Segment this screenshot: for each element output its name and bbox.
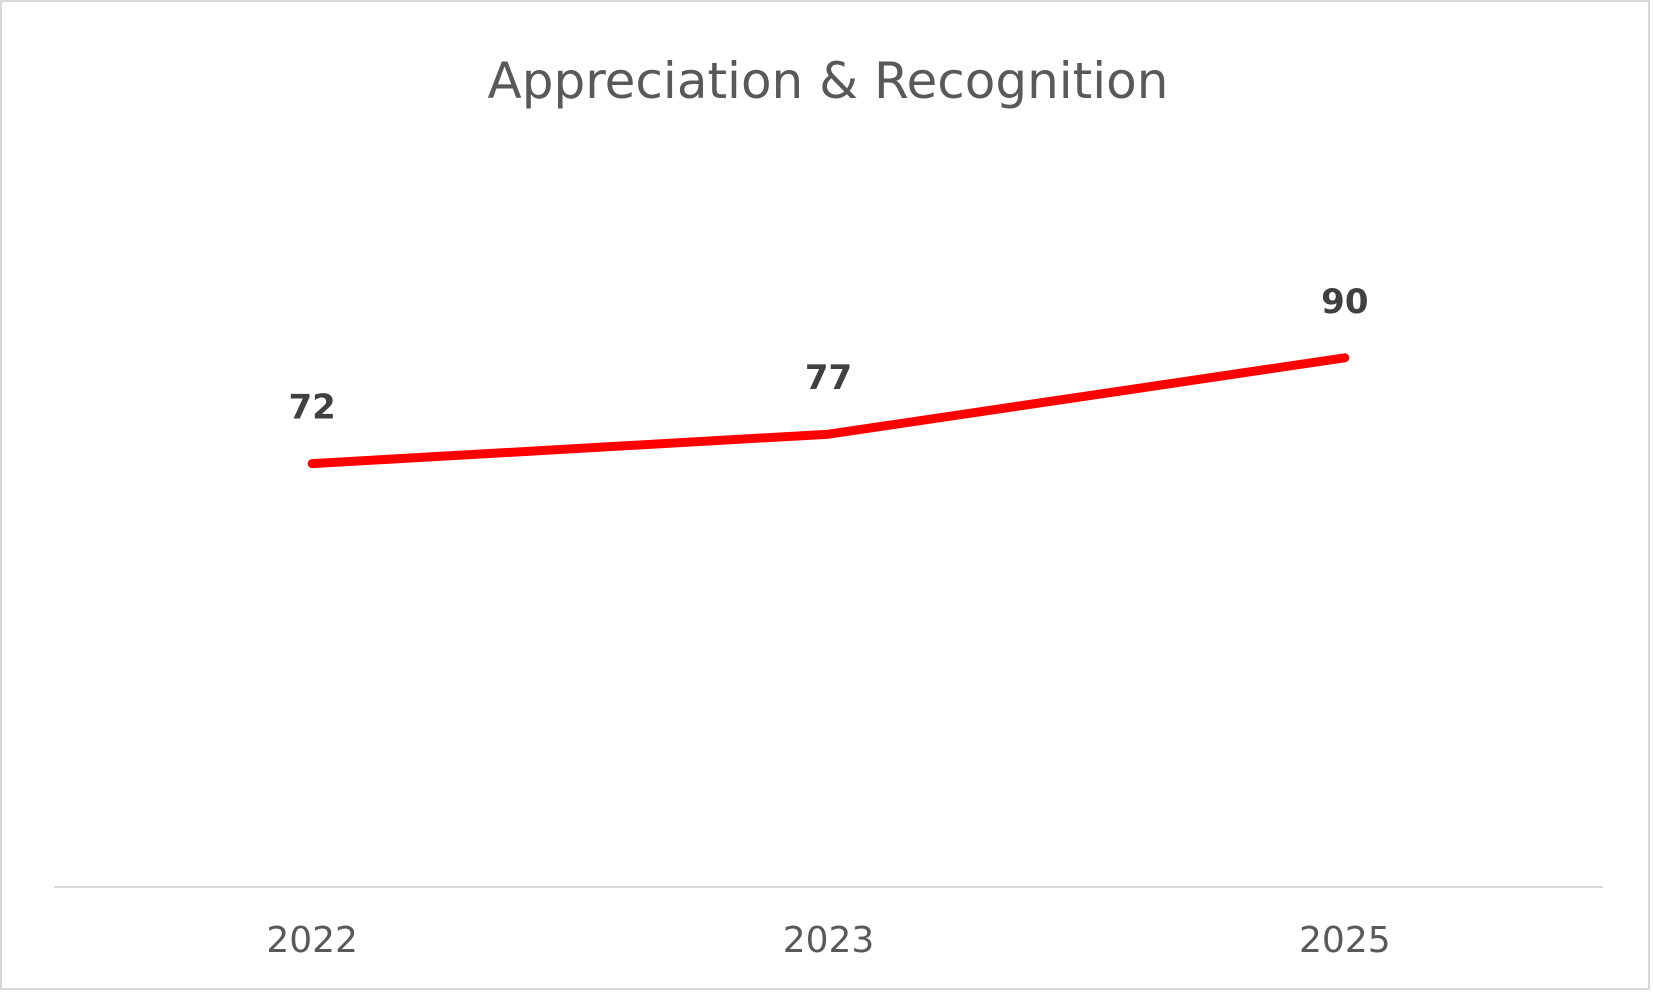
chart-title: Appreciation & Recognition <box>488 52 1169 110</box>
data-label: 72 <box>289 388 336 428</box>
x-tick-layer: 2022 2023 2025 <box>266 920 1390 961</box>
x-tick-label: 2025 <box>1299 920 1391 961</box>
data-label: 77 <box>805 358 852 398</box>
series-layer <box>307 353 1350 469</box>
x-tick-label: 2022 <box>266 920 358 961</box>
x-tick-label: 2023 <box>783 920 875 961</box>
data-label-layer: 72 77 90 <box>289 282 1369 428</box>
data-label: 90 <box>1321 282 1368 322</box>
series-line <box>307 353 1350 469</box>
